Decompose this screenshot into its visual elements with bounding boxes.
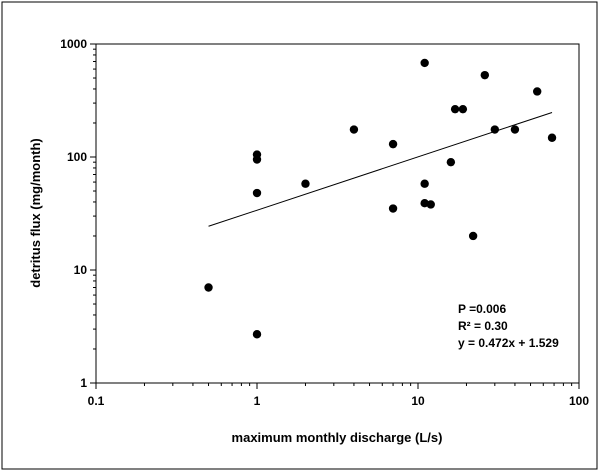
annotation-p-value: P =0.006: [458, 302, 506, 316]
data-point: [510, 125, 520, 134]
data-point: [490, 125, 500, 134]
data-point: [301, 179, 310, 188]
data-point: [349, 125, 359, 134]
data-point: [252, 330, 262, 339]
data-point: [480, 70, 490, 80]
data-point: [252, 188, 262, 198]
y-tick-label: 1000: [60, 37, 87, 51]
data-point: [204, 283, 213, 292]
annotation-equation: y = 0.472x + 1.529: [458, 336, 559, 350]
data-point: [450, 104, 460, 114]
data-point: [420, 179, 429, 188]
data-point: [420, 58, 429, 68]
x-axis-title: maximum monthly discharge (L/s): [232, 430, 443, 445]
data-point: [458, 104, 468, 114]
y-tick-label: 100: [67, 150, 87, 164]
plot-area: [95, 43, 580, 384]
data-point: [468, 231, 478, 241]
data-point: [388, 139, 398, 149]
x-tick-label: 0.1: [88, 394, 105, 408]
data-point: [388, 204, 398, 213]
data-points: [204, 58, 557, 339]
y-tick-label: 1: [80, 376, 87, 390]
data-point: [446, 157, 456, 167]
data-point: [532, 87, 542, 96]
data-point: [252, 150, 262, 159]
x-tick-label: 10: [411, 394, 425, 408]
annotation-r-squared: R² = 0.30: [458, 319, 508, 333]
data-point: [547, 133, 557, 142]
y-axis-title: detritus flux (mg/month): [28, 138, 43, 288]
x-tick-label: 100: [569, 394, 589, 408]
data-point: [426, 200, 435, 209]
y-tick-label: 10: [74, 263, 88, 277]
x-tick-label: 1: [254, 394, 261, 408]
